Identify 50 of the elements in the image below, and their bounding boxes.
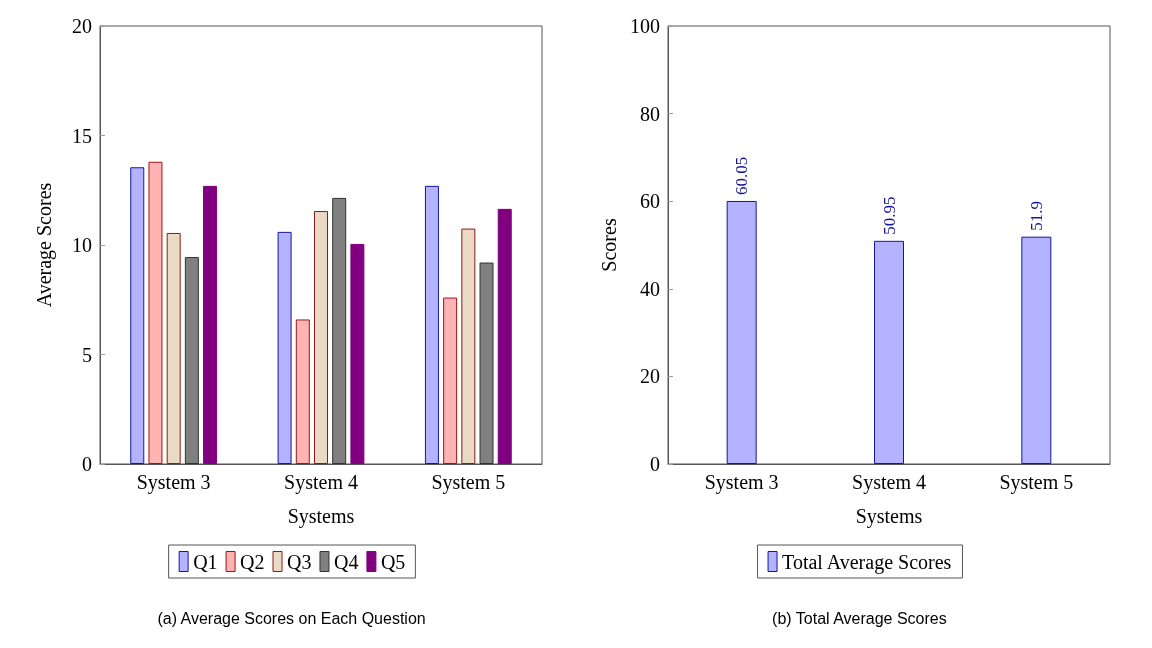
legend-label: Q3	[287, 550, 312, 573]
bar	[314, 211, 328, 464]
bar	[148, 161, 163, 464]
y-tick-label: 0	[650, 453, 660, 475]
y-tick-label: 20	[72, 15, 92, 37]
legend-label: Q1	[193, 550, 218, 573]
y-tick-label: 40	[640, 277, 660, 300]
y-tick-label: 10	[72, 234, 92, 256]
bar	[1021, 236, 1052, 464]
data-label: 51.9	[1026, 200, 1046, 231]
data-label: 60.05	[732, 156, 752, 195]
y-axis-title: Average Scores	[33, 182, 56, 308]
x-tick-label: System 5	[431, 471, 506, 494]
bar	[350, 243, 365, 464]
legend-label: Q5	[380, 550, 406, 573]
bar	[332, 197, 347, 464]
y-tick-label: 100	[630, 15, 660, 37]
legend-label: Q2	[240, 550, 265, 573]
x-tick-label: System 3	[136, 471, 211, 494]
text: (a) Average Scores on Each Question	[157, 609, 426, 627]
bar	[424, 185, 439, 464]
x-tick-label: System 4	[852, 471, 926, 494]
y-tick-label: 20	[640, 365, 660, 388]
x-tick-label: System 5	[999, 471, 1074, 494]
text: (b) Total Average Scores	[772, 609, 947, 627]
y-tick-label: 80	[640, 102, 660, 125]
y-axis-title: Scores	[598, 218, 621, 272]
y-tick-label: 5	[82, 343, 92, 366]
data-label: 50.95	[879, 196, 899, 235]
bar	[295, 319, 310, 464]
bar	[461, 228, 476, 464]
bar	[130, 167, 145, 464]
x-axis-title: Systems	[855, 505, 923, 528]
bar	[497, 208, 512, 464]
legend-label: Q4	[333, 550, 359, 573]
y-tick-label: 60	[640, 190, 660, 213]
bar	[874, 240, 904, 464]
x-axis-title: Systems	[287, 505, 355, 528]
bar	[726, 200, 757, 464]
bar	[479, 262, 494, 464]
y-tick-label: 15	[72, 124, 92, 147]
legend-label: Total Average Scores	[782, 550, 952, 574]
x-tick-label: System 4	[284, 471, 358, 494]
bar	[203, 185, 218, 464]
bar	[443, 297, 458, 464]
x-tick-label: System 3	[704, 471, 779, 494]
y-tick-label: 0	[82, 453, 92, 475]
bar	[277, 231, 292, 464]
bar	[184, 257, 199, 464]
bar	[166, 232, 181, 464]
